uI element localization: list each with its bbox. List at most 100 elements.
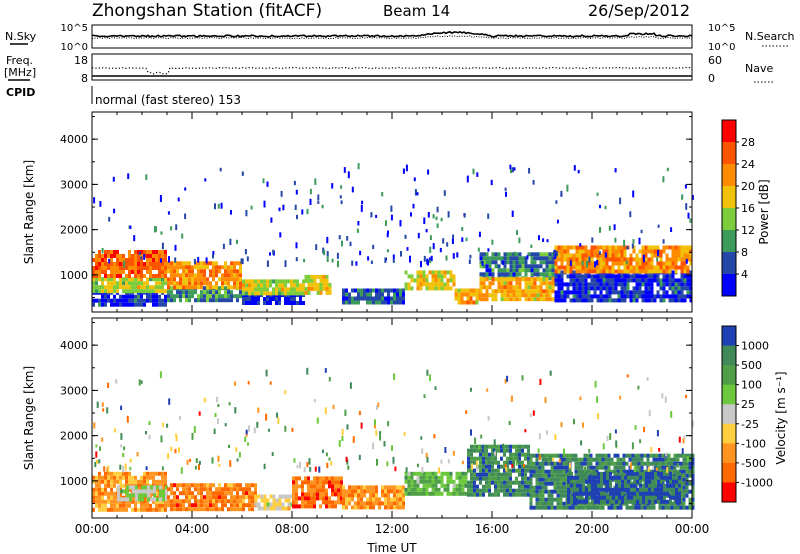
heatmap-cell: [675, 495, 678, 500]
heatmap-cell: [402, 300, 405, 305]
heatmap-cell: [325, 452, 328, 457]
heatmap-cell: [316, 484, 319, 489]
heatmap-cell: [527, 460, 530, 465]
heatmap-cell: [503, 256, 507, 261]
heatmap-cell: [562, 481, 566, 486]
heatmap-cell: [122, 277, 125, 282]
heatmap-cell: [633, 495, 636, 500]
heatmap-cell: [584, 269, 588, 274]
heatmap-cell: [218, 483, 221, 488]
heatmap-cell: [240, 258, 243, 264]
heatmap-cell: [677, 286, 681, 291]
heatmap-cell: [230, 285, 233, 290]
heatmap-cell: [185, 265, 188, 270]
heatmap-cell: [644, 274, 648, 279]
heatmap-cell: [331, 492, 334, 497]
heatmap-cell: [610, 505, 614, 510]
heatmap-cell: [290, 287, 293, 292]
heatmap-cell: [674, 269, 678, 274]
heatmap-cell: [609, 499, 612, 504]
heatmap-cell: [641, 294, 645, 299]
heatmap-cell: [158, 266, 161, 270]
heatmap-cell: [239, 503, 242, 508]
heatmap-cell: [272, 506, 276, 511]
heatmap-cell: [281, 279, 284, 284]
heatmap-cell: [143, 503, 146, 508]
heatmap-cell: [617, 265, 621, 270]
heatmap-cell: [492, 448, 495, 452]
heatmap-cell: [194, 487, 197, 492]
heatmap-cell: [512, 460, 515, 465]
heatmap-cell: [586, 461, 590, 466]
heatmap-cell: [396, 300, 399, 305]
heatmap-cell: [584, 286, 588, 291]
heatmap-cell: [239, 487, 242, 492]
heatmap-cell: [404, 487, 408, 492]
heatmap-cell: [567, 491, 570, 496]
heatmap-cell: [101, 402, 104, 407]
heatmap-cell: [509, 281, 513, 286]
heatmap-cell: [393, 493, 396, 498]
heatmap-cell: [137, 281, 140, 286]
heatmap-cell: [165, 489, 168, 494]
heatmap-cell: [568, 505, 572, 510]
heatmap-cell: [470, 468, 473, 473]
heatmap-cell: [666, 471, 669, 476]
heatmap-cell: [618, 479, 621, 484]
heatmap-cell: [667, 453, 671, 458]
heatmap-cell: [502, 443, 505, 449]
heatmap-cell: [209, 285, 212, 290]
heatmap-cell: [254, 487, 257, 492]
heatmap-cell: [548, 256, 552, 261]
heatmap-cell: [581, 278, 585, 283]
heatmap-cell: [548, 281, 552, 286]
heatmap-cell: [674, 257, 678, 262]
heatmap-cell: [485, 264, 489, 269]
heatmap-cell: [110, 483, 113, 488]
heatmap-cell: [107, 262, 110, 266]
heatmap-cell: [662, 239, 665, 244]
heatmap-cell: [278, 301, 281, 305]
heatmap-cell: [149, 274, 152, 278]
heatmap-cell: [636, 479, 639, 484]
heatmap-cell: [614, 298, 618, 303]
heatmap-cell: [639, 475, 642, 480]
heatmap-cell: [593, 269, 597, 274]
heatmap-cell: [599, 290, 603, 295]
heatmap-cell: [659, 265, 663, 270]
heatmap-cell: [585, 479, 588, 484]
heatmap-cell: [387, 296, 390, 301]
heatmap-cell: [491, 297, 495, 302]
heatmap-cell: [521, 444, 524, 449]
heatmap-cell: [586, 453, 590, 458]
heatmap-cell: [113, 250, 116, 254]
heatmap-cell: [664, 465, 668, 470]
heatmap-cell: [506, 289, 510, 294]
heatmap-cell: [642, 475, 645, 480]
heatmap-cell: [675, 471, 678, 476]
heatmap-cell: [645, 479, 648, 484]
heatmap-cell: [182, 277, 185, 282]
heatmap-cell: [149, 294, 152, 299]
heatmap-cell: [325, 286, 329, 291]
freq-unit-label: [MHz]: [4, 66, 36, 79]
heatmap-cell: [533, 260, 537, 265]
heatmap-cell: [159, 195, 162, 202]
heatmap-cell: [622, 465, 626, 470]
heatmap-cell: [325, 480, 328, 485]
heatmap-cell: [557, 282, 561, 287]
heatmap-cell: [603, 495, 606, 500]
heatmap-cell: [485, 448, 488, 453]
heatmap-cell: [632, 257, 636, 262]
heatmap-cell: [596, 396, 599, 403]
heatmap-cell: [633, 491, 636, 496]
heatmap-cell: [173, 483, 176, 488]
heatmap-cell: [485, 460, 488, 465]
heatmap-cell: [685, 489, 689, 494]
heatmap-cell: [431, 282, 435, 287]
heatmap-cell: [548, 293, 552, 298]
heatmap-cell: [122, 270, 125, 274]
heatmap-cell: [515, 264, 519, 269]
heatmap-cell: [307, 504, 310, 509]
heatmap-cell: [610, 461, 614, 466]
